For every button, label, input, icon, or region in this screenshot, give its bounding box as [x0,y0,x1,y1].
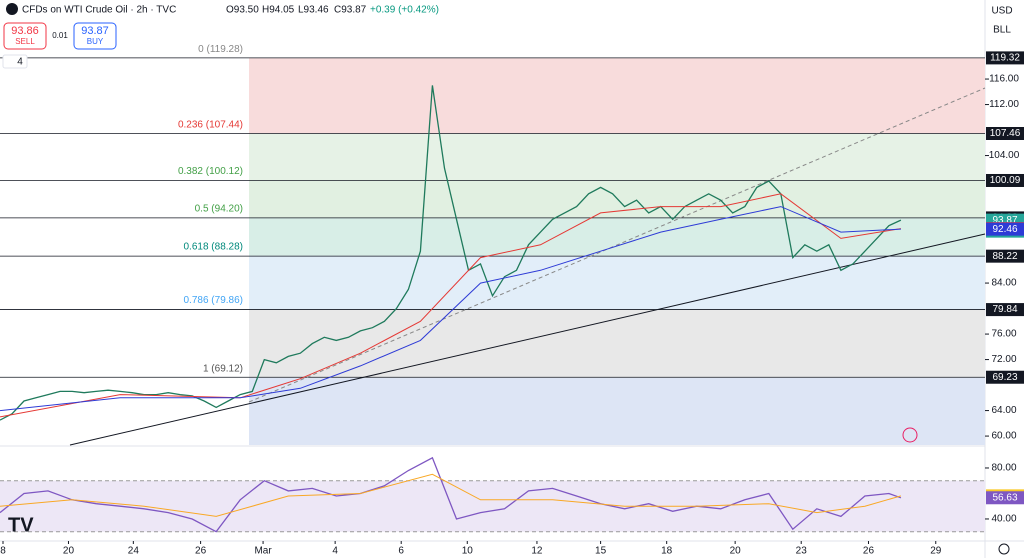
price-tag-label: 79.84 [992,304,1017,315]
y-tick-label: 104.00 [989,150,1020,161]
trend-line [69,233,986,446]
x-tick-label: 29 [930,546,942,557]
buy-price: 93.87 [81,25,109,37]
symbol-title[interactable]: CFDs on WTI Crude Oil · 2h · TVC [22,5,176,16]
y-tick-label: 60.00 [991,431,1016,442]
unit[interactable]: BLL [993,25,1011,36]
rsi-band [0,480,985,532]
x-tick-label: 12 [531,546,543,557]
ohlc-high: H94.05 [262,5,295,16]
spread: 0.01 [52,31,68,40]
price-tag-label: 93.87 [992,215,1017,226]
y-tick-label: 40.00 [991,514,1016,525]
y-tick-label: 72.00 [991,354,1016,365]
price-line [0,456,902,533]
ohlc-low: L93.46 [298,5,329,16]
trend-line-dashed [248,87,986,403]
x-tick-label: 24 [128,546,140,557]
y-tick-label: 116.00 [989,74,1019,85]
price-tag-label: 107.46 [990,128,1021,139]
x-tick-label: 4 [332,546,338,557]
x-tick-label: 10 [462,546,474,557]
sell-label: SELL [15,37,35,46]
indicator-toggle[interactable] [2,54,28,69]
price-tag-label: 100.09 [990,175,1021,186]
fib-label: 1 (69.12) [203,364,243,375]
fib-zone [249,309,985,378]
price-line [0,85,902,421]
ohlc-open: O93.50 [226,5,259,16]
price-tag-label: 119.32 [990,53,1020,64]
price-tag-label: 56.63 [992,492,1017,503]
price-tag [986,303,1024,317]
indicator-line [0,193,901,418]
fib-zone [249,255,985,310]
price-tag-label: 69.23 [992,372,1017,383]
x-tick-label: 18 [661,546,673,557]
y-tick-label: 76.00 [991,329,1016,340]
price-tag [986,51,1024,65]
x-tick-label: 15 [595,546,607,557]
fib-label: 0 (119.28) [198,44,243,55]
fib-label: 0.382 (100.12) [178,166,243,177]
settings-icon[interactable] [998,543,1010,555]
ohlc-close: C93.87 [334,5,367,16]
y-tick-label: 84.00 [991,278,1016,289]
sell-button[interactable] [3,22,47,50]
x-tick-label: 26 [195,546,207,557]
y-tick-label: 112.00 [989,99,1019,110]
price-tag [986,222,1024,236]
sell-price: 93.86 [11,25,39,37]
currency[interactable]: USD [991,6,1012,17]
price-tag [986,173,1024,187]
fib-zone [249,58,985,134]
fib-zone [249,377,985,445]
x-tick-label: 23 [796,546,808,557]
indicator-line [0,473,902,517]
fib-label: 0.236 (107.44) [178,119,243,130]
price-tag [986,249,1024,263]
fib-zone [249,133,985,181]
price-tag-label: 88.22 [992,251,1017,262]
fib-zone [249,218,985,256]
price-tag [986,127,1024,140]
x-tick-label: 6 [398,546,404,557]
x-tick-label: 20 [730,546,742,557]
fib-label: 0.786 (79.86) [184,295,244,306]
x-tick-label: 20 [63,546,75,557]
fib-label: 0.5 (94.20) [195,204,243,215]
y-tick-label: 80.00 [991,463,1016,474]
x-tick-label: Mar [254,546,272,557]
y-tick-label: 64.00 [991,405,1016,416]
indicator-count: 4 [17,57,23,68]
symbol-icon [6,3,18,15]
x-tick-label: 26 [863,546,875,557]
buy-button[interactable] [73,22,117,50]
price-tag [986,370,1024,384]
x-tick-label: 8 [0,546,6,557]
price-tag [986,491,1024,505]
buy-label: BUY [87,37,104,46]
tv-logo: TV [8,514,34,536]
indicator-line [0,206,901,412]
fib-label: 0.618 (88.28) [184,241,244,252]
event-icon[interactable] [902,427,918,443]
ohlc-change: +0.39 (+0.42%) [370,5,439,16]
price-tag-label: 92.46 [992,224,1017,235]
